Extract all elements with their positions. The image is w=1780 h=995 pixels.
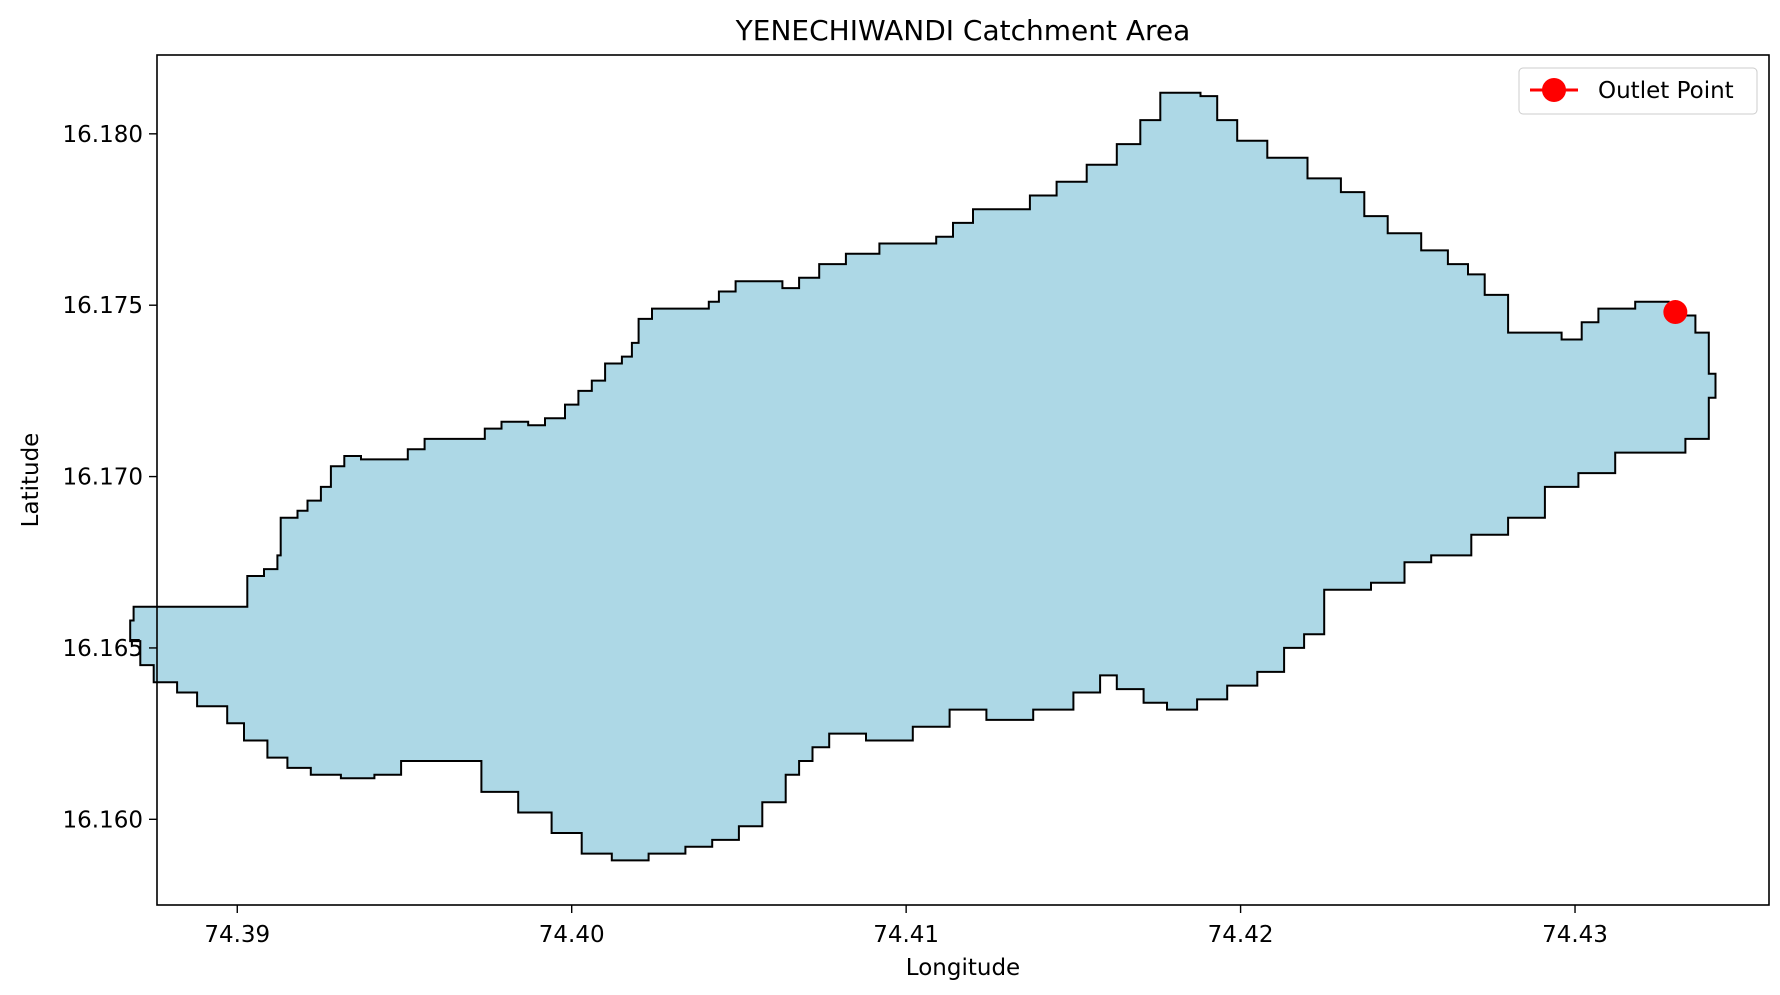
legend-outlet-marker <box>1542 78 1566 102</box>
y-tick-label: 16.160 <box>63 807 143 833</box>
y-tick-label: 16.180 <box>63 122 143 148</box>
plot-frame <box>156 54 1770 906</box>
x-tick-label: 74.43 <box>1542 922 1608 948</box>
outlet-point-marker <box>1663 300 1688 325</box>
y-axis-ticks: 16.160 16.165 16.170 16.175 16.180 <box>63 122 157 833</box>
x-axis-ticks: 74.39 74.40 74.41 74.42 74.43 <box>204 905 1608 948</box>
plot-area <box>129 91 1717 862</box>
map-title: YENECHIWANDI Catchment Area <box>735 14 1191 47</box>
outlet-point <box>1663 300 1688 325</box>
x-axis-label: Longitude <box>906 955 1020 981</box>
legend: Outlet Point <box>1518 67 1758 115</box>
y-axis-label: Latitude <box>18 433 44 528</box>
legend-entry-outlet-point: Outlet Point <box>1598 78 1734 104</box>
x-tick-label: 74.41 <box>873 922 939 948</box>
x-tick-label: 74.40 <box>539 922 605 948</box>
x-tick-label: 74.39 <box>204 922 270 948</box>
y-tick-label: 16.165 <box>63 636 143 662</box>
legend-box <box>1518 67 1758 115</box>
y-tick-label: 16.175 <box>63 293 143 319</box>
y-tick-label: 16.170 <box>63 465 143 491</box>
x-tick-label: 74.42 <box>1208 922 1274 948</box>
